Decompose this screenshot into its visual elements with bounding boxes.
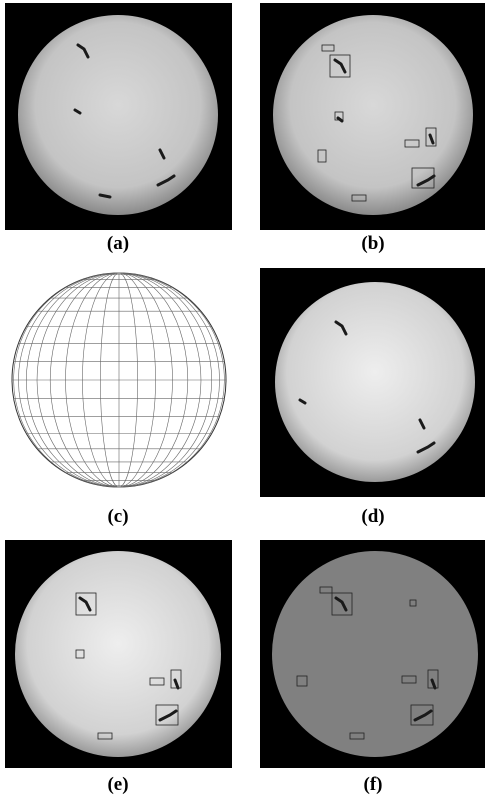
panel-label: (f) [364,774,383,795]
sun-disk [15,551,221,757]
sun-disk [275,282,475,482]
panel-label: (d) [361,506,384,527]
page: (a) (b) (c) (d) (e) [0,0,485,798]
figure: (a) (b) (c) (d) (e) [0,0,485,798]
panel-b [260,3,485,230]
panel-a [5,3,232,230]
panel-label: (b) [361,233,384,254]
sun-disk [18,15,218,215]
sun-disk [272,551,478,757]
panel-label: (e) [107,774,128,795]
panel-d [260,268,485,497]
panel-f [260,540,485,768]
panel-e [5,540,232,768]
sun-disk [273,15,473,215]
panel-label: (c) [107,506,128,527]
panel-label: (a) [107,233,129,254]
panel-c [12,273,226,487]
